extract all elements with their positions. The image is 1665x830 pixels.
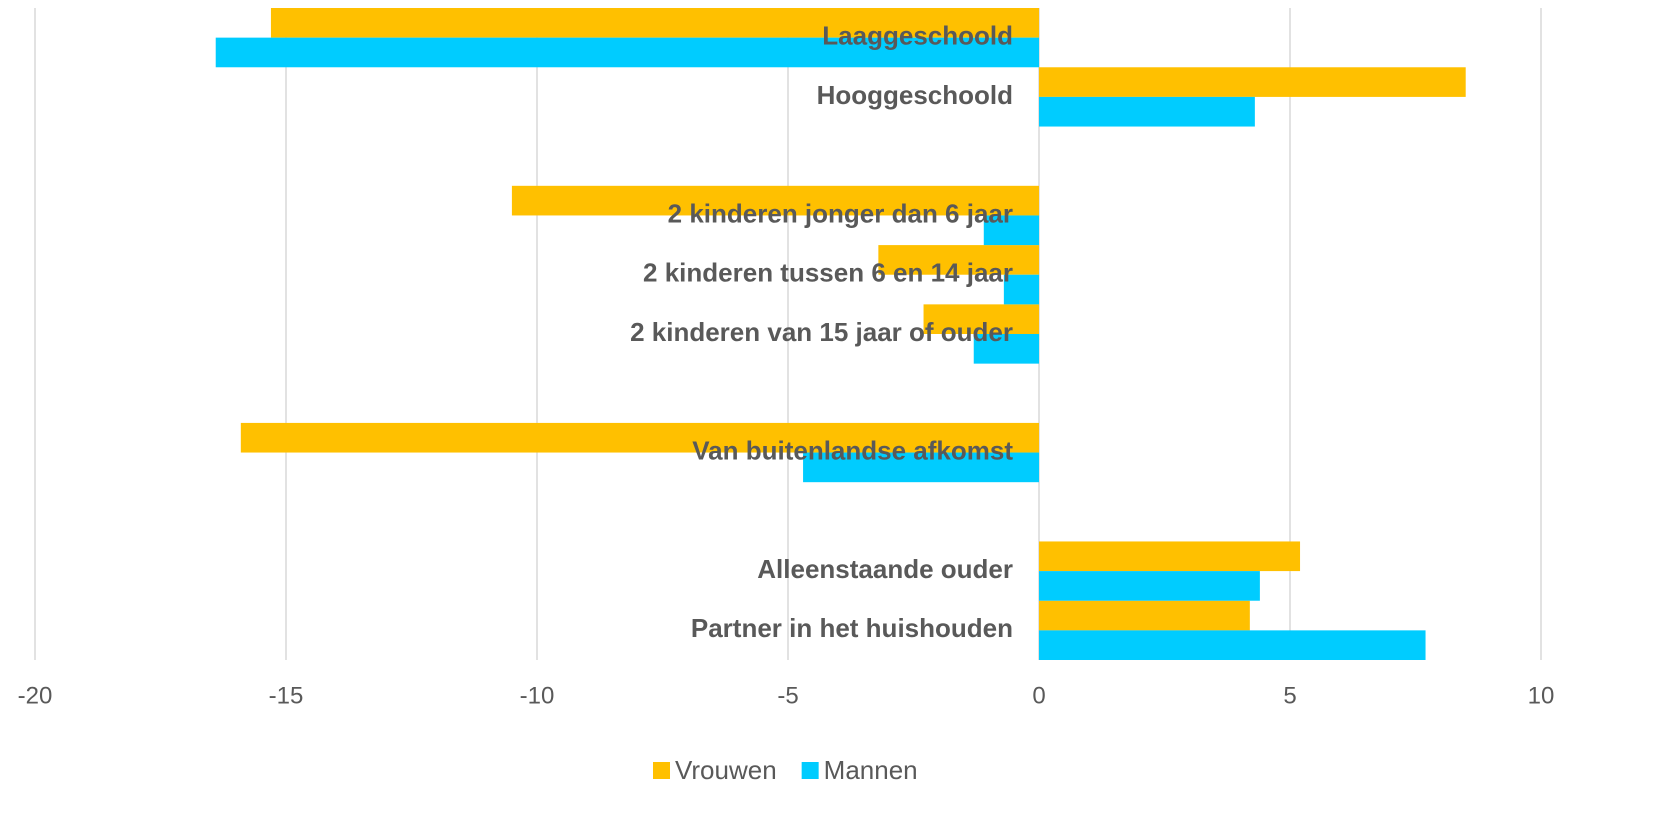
- legend-swatch: [653, 762, 670, 779]
- legend-item: Mannen: [801, 755, 918, 785]
- bar: [878, 245, 1039, 275]
- legend-label: Mannen: [824, 755, 918, 785]
- x-tick-label: 5: [1283, 682, 1296, 709]
- x-tick-label: -15: [269, 682, 304, 709]
- x-tick-label: 0: [1032, 682, 1045, 709]
- bar: [1039, 96, 1255, 127]
- bar: [240, 422, 1039, 453]
- bar: [973, 334, 1039, 364]
- x-tick-label: -10: [520, 682, 555, 709]
- bar: [803, 452, 1039, 483]
- bar: [1039, 571, 1260, 601]
- bar: [983, 215, 1039, 246]
- bar: [511, 185, 1039, 216]
- category-label: 2 kinderen van 15 jaar of ouder: [630, 317, 1013, 347]
- bar: [1039, 600, 1250, 631]
- category-label: 2 kinderen jonger dan 6 jaar: [668, 198, 1013, 228]
- bar: [923, 304, 1039, 334]
- legend-swatch: [801, 762, 819, 779]
- category-label: Alleenstaande ouder: [757, 554, 1013, 584]
- category-label: Laaggeschoold: [822, 21, 1013, 51]
- category-label: Partner in het huishouden: [691, 613, 1013, 643]
- legend-item: Vrouwen: [653, 755, 777, 785]
- category-label: Van buitenlandse afkomst: [692, 435, 1013, 465]
- legend-label: Vrouwen: [675, 755, 777, 785]
- category-label: Hooggeschoold: [817, 80, 1013, 110]
- bar: [1039, 541, 1301, 572]
- x-tick-label: 10: [1528, 682, 1555, 709]
- bar: [1039, 630, 1426, 660]
- bar: [270, 8, 1039, 38]
- bar: [215, 37, 1040, 68]
- bar: [1003, 274, 1039, 305]
- x-tick-label: -5: [777, 682, 798, 709]
- category-label: 2 kinderen tussen 6 en 14 jaar: [643, 258, 1013, 288]
- bar: [1039, 67, 1466, 97]
- x-tick-label: -20: [18, 682, 53, 709]
